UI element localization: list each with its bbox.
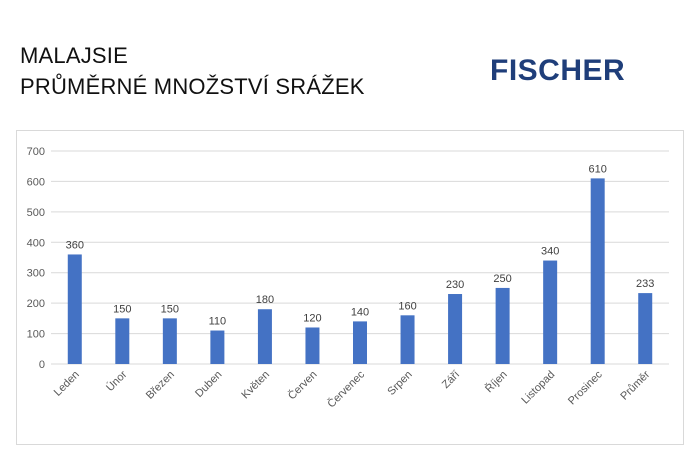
chart-frame: 0 100 200 300 400 500 600 700 360 Leden 150 Únor 150… [16, 130, 684, 445]
bar-8 [448, 294, 463, 364]
fischer-logo: FISCHER [490, 54, 626, 87]
x-tick-label: Leden [52, 369, 82, 399]
y-tick-label: 600 [27, 176, 45, 188]
data-label: 140 [351, 306, 369, 318]
data-label: 340 [541, 246, 559, 258]
x-tick-label: Červen [285, 368, 319, 402]
bar-7 [400, 315, 415, 364]
y-tick-label: 0 [39, 359, 45, 371]
data-label: 160 [398, 300, 416, 312]
y-tick-label: 100 [27, 329, 45, 341]
bar-2 [162, 318, 177, 364]
x-tick-label: Červenec [325, 368, 368, 411]
chart-title: MALAJSIE PRŮMĚRNÉ MNOŽSTVÍ SRÁŽEK [20, 40, 365, 102]
x-tick-label: Květen [239, 369, 272, 402]
x-tick-label: Srpen [385, 369, 414, 398]
bar-9 [495, 287, 510, 364]
bar-6 [353, 321, 367, 364]
title-line-country: MALAJSIE [20, 43, 128, 68]
data-label: 150 [113, 303, 131, 315]
bar-3 [210, 330, 225, 364]
data-label: 110 [209, 316, 227, 328]
bar-11 [590, 178, 605, 364]
bar-1 [115, 318, 130, 364]
bar-0 [67, 254, 82, 364]
y-tick-label: 500 [27, 207, 45, 219]
bar-4 [257, 309, 272, 364]
x-tick-label: Duben [193, 369, 224, 400]
x-tick-label: Listopad [519, 369, 557, 407]
x-tick-label: Březen [144, 369, 177, 402]
x-tick-label: Prosinec [566, 368, 605, 407]
bar-10 [543, 260, 558, 364]
bar-chart: 0 100 200 300 400 500 600 700 360 Leden 150 Únor 150… [27, 146, 669, 411]
data-label: 120 [303, 312, 321, 324]
y-tick-label: 700 [27, 146, 45, 158]
data-label: 150 [161, 303, 179, 315]
data-label: 360 [66, 239, 84, 251]
y-tick-label: 200 [27, 298, 45, 310]
data-label: 610 [589, 163, 607, 175]
data-label: 230 [446, 279, 464, 291]
x-tick-label: Říjen [482, 368, 509, 395]
bar-12 [638, 293, 653, 364]
data-label: 233 [636, 278, 654, 290]
y-tick-label: 400 [27, 237, 45, 249]
title-line-subject: PRŮMĚRNÉ MNOŽSTVÍ SRÁŽEK [20, 74, 365, 99]
y-tick-label: 300 [27, 268, 45, 280]
x-tick-label: Září [440, 369, 462, 391]
data-label: 250 [493, 273, 511, 285]
data-label: 180 [256, 294, 274, 306]
bar-5 [305, 327, 320, 364]
x-tick-label: Únor [103, 368, 129, 394]
x-tick-label: Průměr [618, 368, 652, 402]
